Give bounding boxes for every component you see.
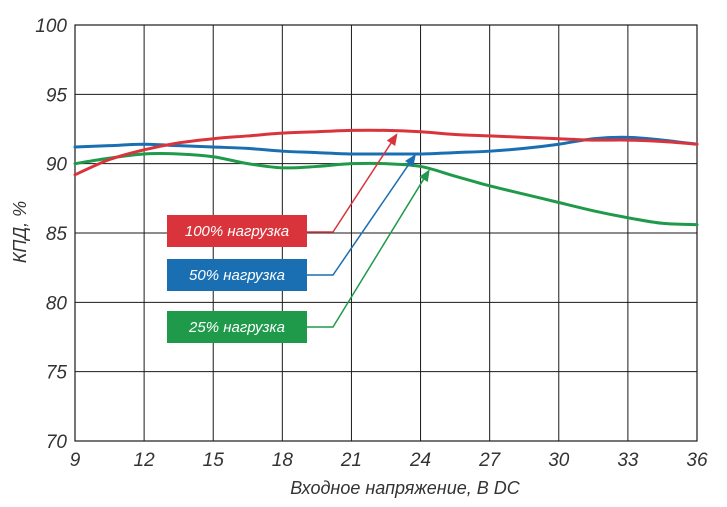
callout-arrow	[307, 142, 392, 233]
series-label: 100% нагрузка	[185, 223, 289, 240]
callout-arrow	[307, 179, 425, 328]
x-tick-label: 21	[340, 450, 362, 471]
x-tick-label: 36	[686, 450, 708, 471]
x-tick-label: 15	[203, 450, 225, 471]
y-tick-label: 85	[46, 224, 68, 245]
x-tick-label: 24	[409, 450, 431, 471]
y-tick-label: 90	[46, 155, 68, 176]
callout-box	[167, 311, 307, 343]
x-tick-label: 27	[478, 450, 502, 471]
series-label: 50% нагрузка	[189, 267, 285, 284]
x-axis-label: Входное напряжение, В DC	[290, 478, 520, 498]
callout-arrowhead	[405, 153, 416, 167]
series-line	[73, 128, 699, 177]
series-label: 25% нагрузка	[188, 319, 285, 336]
callout-arrowhead	[419, 169, 430, 183]
callouts: 100% нагрузка 50% нагрузка 25% нагрузка	[167, 133, 430, 343]
y-axis-ticks: 70 75 80 85 90 95 100	[35, 16, 67, 453]
x-tick-label: 30	[548, 450, 570, 471]
x-tick-label: 33	[617, 450, 639, 471]
callout-box	[167, 215, 307, 247]
callout-arrowhead	[386, 133, 398, 146]
y-tick-label: 100	[35, 16, 67, 37]
series-line	[73, 152, 699, 227]
y-tick-label: 70	[46, 432, 68, 453]
grid	[74, 24, 698, 442]
y-tick-label: 75	[46, 363, 68, 384]
y-tick-label: 95	[46, 85, 68, 106]
x-axis-ticks: 9 12 15 18 21 24 27 30 33 36	[70, 450, 708, 471]
series-lines	[73, 128, 699, 227]
x-tick-label: 9	[70, 450, 81, 471]
plot-frame	[74, 24, 698, 442]
x-tick-label: 12	[134, 450, 156, 471]
y-tick-label: 80	[46, 293, 68, 314]
callout-box	[167, 259, 307, 291]
x-tick-label: 18	[272, 450, 294, 471]
y-axis-label: КПД, %	[10, 201, 30, 263]
callout-arrow	[307, 163, 410, 276]
